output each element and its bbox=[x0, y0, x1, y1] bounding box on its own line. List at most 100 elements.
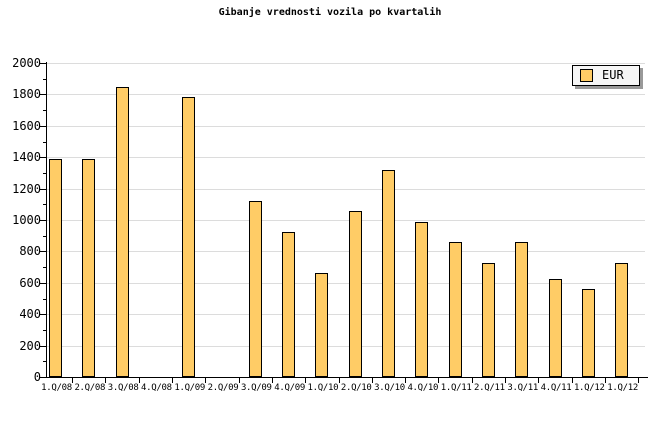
y-minor-tick bbox=[43, 361, 46, 363]
y-axis-label: 400 bbox=[19, 307, 41, 322]
y-minor-tick bbox=[43, 78, 46, 80]
y-major-tick bbox=[40, 282, 46, 284]
y-major-tick bbox=[40, 94, 46, 96]
x-tick bbox=[138, 378, 140, 383]
x-axis-label: 3.Q/11 bbox=[507, 383, 539, 393]
y-axis-label: 1600 bbox=[12, 118, 41, 133]
bar bbox=[348, 210, 362, 377]
gridline bbox=[46, 63, 645, 64]
y-minor-tick bbox=[43, 235, 46, 237]
bar bbox=[115, 87, 129, 377]
x-tick bbox=[505, 378, 507, 383]
bar bbox=[415, 221, 429, 377]
bar bbox=[315, 272, 329, 377]
x-axis-label: 2.Q/08 bbox=[74, 383, 106, 393]
gridline bbox=[46, 345, 645, 347]
bar bbox=[548, 278, 562, 377]
y-axis-label: 1200 bbox=[12, 181, 41, 196]
bar bbox=[82, 158, 96, 377]
x-axis-label: 1.Q/09 bbox=[174, 383, 206, 393]
y-axis-label: 1000 bbox=[12, 213, 41, 227]
x-axis-label: 1.Q/11 bbox=[440, 383, 472, 393]
bar bbox=[448, 241, 462, 377]
legend-swatch-icon bbox=[580, 69, 593, 82]
gridline bbox=[46, 94, 645, 96]
x-axis-label: 4.Q/08 bbox=[141, 383, 172, 393]
y-axis-label: 800 bbox=[19, 244, 41, 259]
bar bbox=[182, 96, 196, 377]
x-axis-label: 1.Q/12 bbox=[573, 383, 605, 393]
bar bbox=[49, 158, 62, 377]
y-axis-label: 1400 bbox=[12, 150, 41, 165]
x-tick bbox=[538, 378, 540, 383]
y-minor-tick bbox=[43, 172, 46, 174]
x-axis-label: 3.Q/10 bbox=[374, 383, 405, 393]
y-major-tick bbox=[40, 125, 46, 127]
bar bbox=[248, 201, 262, 377]
y-minor-tick bbox=[43, 110, 46, 112]
y-axis-label: 2000 bbox=[12, 56, 41, 70]
x-axis-label: 2.Q/09 bbox=[207, 383, 239, 393]
gridline bbox=[46, 251, 645, 253]
x-axis-label: 3.Q/08 bbox=[107, 383, 139, 393]
y-major-tick bbox=[40, 345, 46, 347]
y-major-tick bbox=[40, 314, 46, 316]
gridline bbox=[46, 282, 645, 284]
y-minor-tick bbox=[43, 267, 46, 269]
x-axis-label: 1.Q/08 bbox=[41, 383, 72, 393]
y-axis bbox=[46, 62, 47, 378]
y-minor-tick bbox=[43, 298, 46, 300]
y-major-tick bbox=[40, 63, 46, 64]
x-axis-label: 1.Q/10 bbox=[307, 383, 339, 393]
x-axis-label: 3.Q/09 bbox=[240, 383, 272, 393]
x-tick bbox=[172, 378, 174, 383]
x-tick bbox=[105, 378, 107, 383]
x-axis bbox=[46, 377, 648, 378]
chart-title: Gibanje vrednosti vozila po kvartalih bbox=[218, 7, 442, 18]
bar bbox=[581, 289, 595, 377]
gridline bbox=[46, 220, 645, 221]
y-axis-label: 0 bbox=[33, 370, 41, 384]
y-axis-label: 600 bbox=[19, 275, 41, 290]
x-tick bbox=[238, 378, 240, 383]
legend: EUR bbox=[572, 65, 640, 86]
y-minor-tick bbox=[43, 141, 46, 143]
x-axis-label: 2.Q/10 bbox=[340, 383, 372, 393]
y-minor-tick bbox=[43, 204, 46, 206]
y-major-tick bbox=[40, 377, 46, 378]
y-minor-tick bbox=[43, 329, 46, 331]
x-tick bbox=[205, 378, 207, 383]
gridline bbox=[46, 125, 645, 127]
bar bbox=[382, 169, 395, 377]
x-tick bbox=[338, 378, 340, 383]
y-axis-label: 1800 bbox=[12, 87, 41, 102]
legend-label: EUR bbox=[602, 68, 624, 82]
bar bbox=[615, 263, 629, 377]
x-tick bbox=[571, 378, 573, 383]
x-axis-label: 4.Q/11 bbox=[540, 383, 572, 393]
gridline bbox=[46, 314, 645, 316]
x-axis-label: 4.Q/09 bbox=[274, 383, 305, 393]
x-tick bbox=[638, 378, 640, 383]
bar bbox=[282, 231, 296, 377]
bar bbox=[481, 263, 495, 377]
x-tick bbox=[371, 378, 373, 383]
x-tick bbox=[604, 378, 606, 383]
gridline bbox=[46, 188, 645, 190]
x-tick bbox=[72, 378, 74, 383]
x-tick bbox=[305, 378, 307, 383]
y-major-tick bbox=[40, 251, 46, 253]
x-axis-label: 1.Q/12 bbox=[607, 383, 638, 393]
x-tick bbox=[471, 378, 473, 383]
x-axis-label: 4.Q/10 bbox=[407, 383, 439, 393]
y-major-tick bbox=[40, 188, 46, 190]
x-axis-label: 2.Q/11 bbox=[474, 383, 505, 393]
x-tick bbox=[271, 378, 273, 383]
y-axis-label: 200 bbox=[19, 338, 41, 353]
y-major-tick bbox=[40, 220, 46, 221]
bar bbox=[515, 241, 529, 377]
x-tick bbox=[405, 378, 407, 383]
x-tick bbox=[438, 378, 440, 383]
